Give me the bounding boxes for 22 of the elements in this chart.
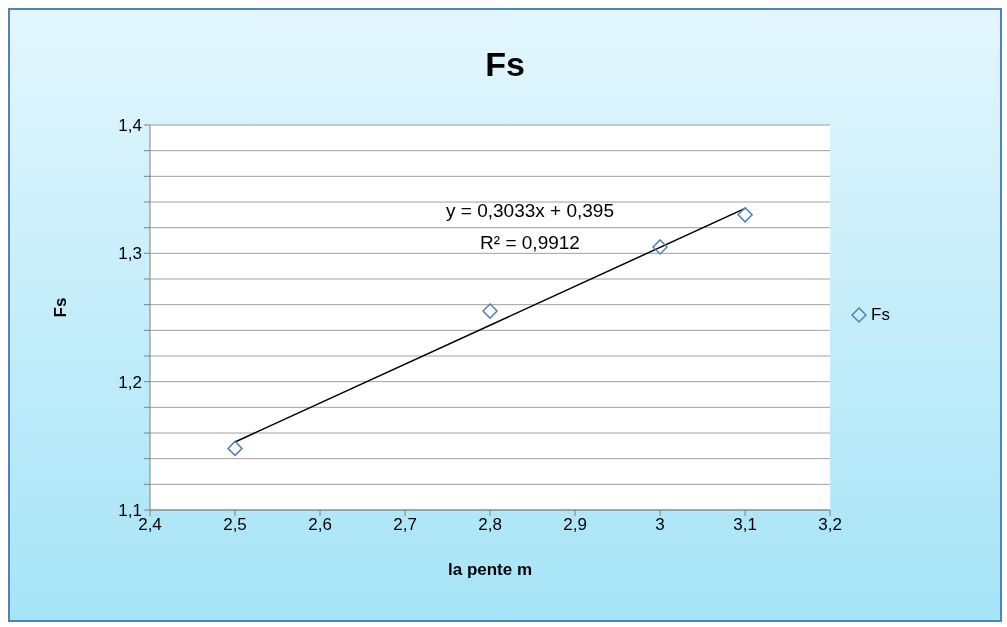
x-tick-label: 2,9: [563, 515, 587, 535]
point: [227, 440, 243, 457]
x-tick-label: 3,2: [818, 515, 842, 535]
annotation: R² = 0,9912: [479, 231, 581, 255]
x-tick-label: 3: [655, 515, 665, 535]
annotation: y = 0,3033x + 0,395: [445, 199, 615, 223]
x-tick-label: 3,1: [733, 515, 757, 535]
legend-label: Fs: [871, 305, 890, 325]
y-tick-label: 1,3: [118, 244, 142, 264]
point: [652, 239, 668, 255]
y-tick-label: 1,2: [118, 372, 142, 392]
x-tick-label: 2,8: [478, 515, 502, 535]
point: [737, 207, 753, 223]
x-tick-label: 2,7: [393, 515, 417, 535]
chart-title: Fs: [484, 45, 526, 84]
x-tick-label: 2,6: [308, 515, 332, 535]
x-tick-label: 2,4: [138, 515, 162, 535]
x-tick-label: 2,5: [223, 515, 247, 535]
x-axis-title: la pente m: [448, 560, 533, 579]
y-tick-label: 1,4: [118, 116, 142, 136]
y-axis-title: Fs: [51, 297, 71, 318]
point: [482, 303, 498, 319]
